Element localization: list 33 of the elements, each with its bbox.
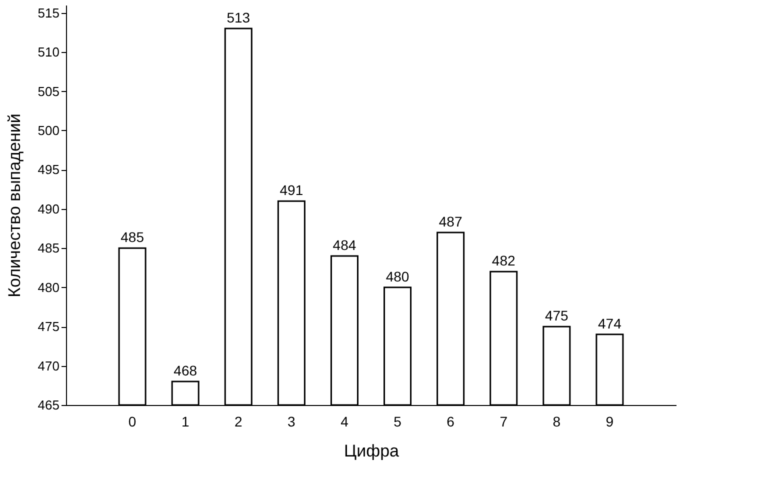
data-label: 475 [544,308,569,324]
data-label: 480 [386,268,410,284]
y-tick-label: 490 [38,201,60,216]
y-tick-label: 485 [38,240,60,256]
x-tick-label: 3 [288,414,296,430]
x-tick-label: 0 [128,414,136,430]
x-tick-label: 4 [340,414,349,430]
y-tick-label: 470 [38,358,60,374]
data-label: 474 [598,315,622,332]
x-tick-label: 7 [500,414,508,430]
data-label: 484 [332,236,356,253]
x-tick-label: 5 [394,414,402,430]
data-label: 482 [492,252,516,269]
x-tick-label: 8 [552,414,561,430]
x-tick-label: 9 [606,414,614,430]
x-tick-label: 1 [181,414,190,430]
y-tick-label: 475 [38,319,60,334]
data-label: 485 [120,229,144,246]
data-label: 487 [438,213,462,230]
x-tick-label: 6 [446,414,455,430]
y-tick-label: 505 [38,84,60,99]
y-tick-label: 515 [38,5,60,20]
y-tick-label: 510 [38,44,60,60]
y-axis-title: Количество выпадений [4,114,24,298]
y-tick-label: 495 [38,162,60,178]
data-label: 468 [174,362,198,378]
x-axis-title: Цифра [344,442,400,460]
y-tick-label: 480 [38,280,60,295]
x-tick-label: 2 [234,414,242,430]
data-label: 491 [280,182,304,198]
data-label: 513 [226,10,250,26]
y-tick-label: 465 [38,398,60,412]
y-tick-label: 500 [38,122,60,138]
